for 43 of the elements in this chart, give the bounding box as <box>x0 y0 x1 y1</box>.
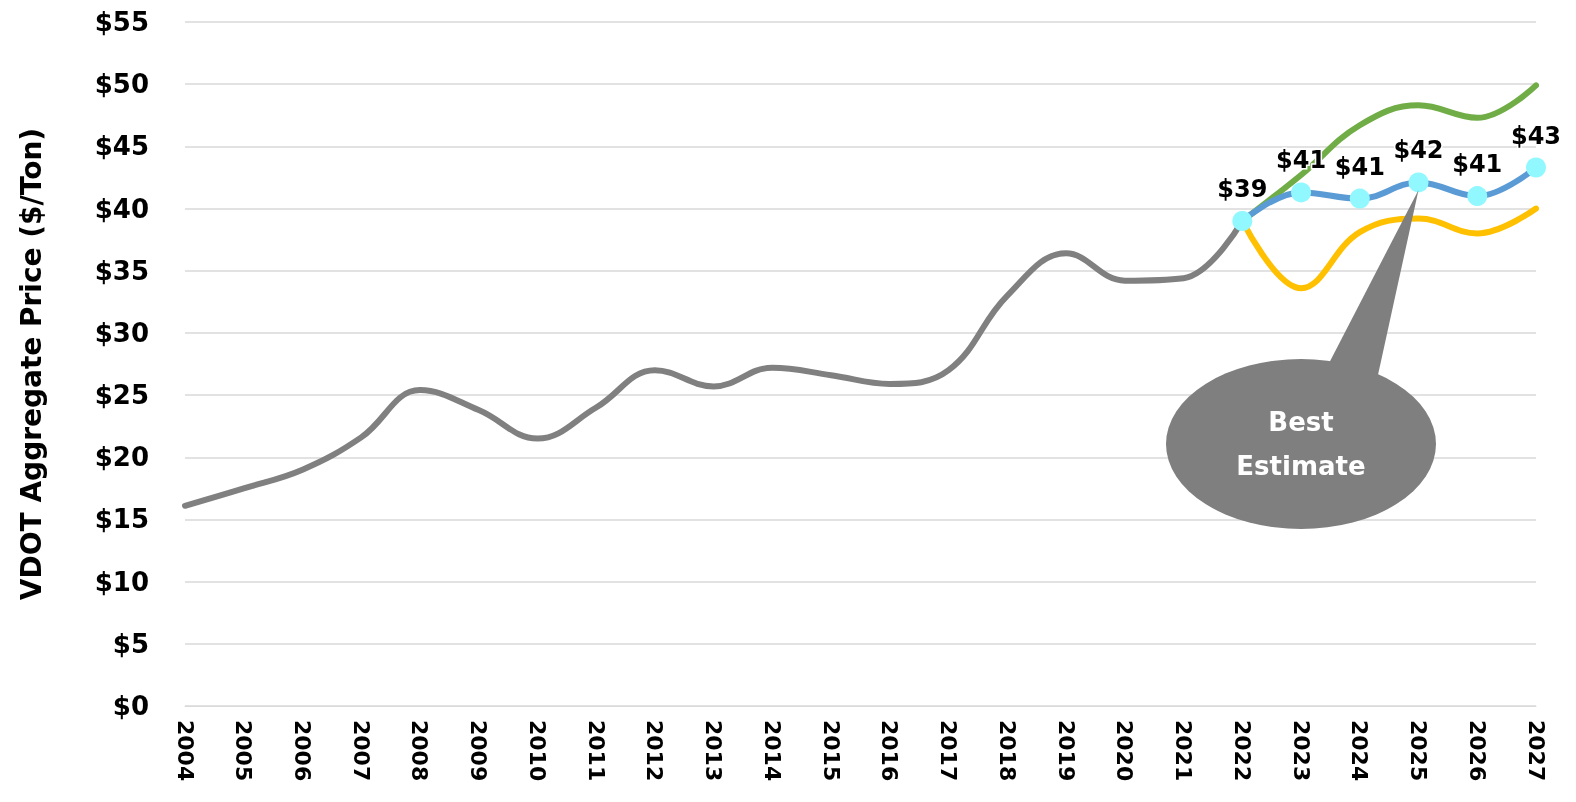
data-label: $41 <box>1334 152 1385 181</box>
x-tick-label: 2017 <box>936 720 962 782</box>
x-tick-label: 2015 <box>818 720 844 782</box>
y-tick-label: $15 <box>94 504 149 535</box>
y-tick-label: $40 <box>94 193 149 224</box>
x-tick-label: 2021 <box>1171 720 1197 782</box>
y-tick-label: $5 <box>112 628 149 659</box>
x-tick-label: 2008 <box>407 720 433 782</box>
x-tick-label: 2027 <box>1523 720 1549 782</box>
x-tick-label: 2011 <box>583 720 609 782</box>
y-tick-label: $35 <box>94 255 149 286</box>
x-tick-label: 2007 <box>348 720 374 782</box>
data-label: $41 <box>1452 150 1503 179</box>
y-tick-label: $25 <box>94 380 149 411</box>
y-tick-label: $0 <box>112 691 149 721</box>
data-label: $42 <box>1393 136 1444 165</box>
x-tick-label: 2025 <box>1406 720 1432 782</box>
y-tick-label: $50 <box>94 69 149 100</box>
x-tick-label: 2023 <box>1288 720 1314 782</box>
x-tick-label: 2005 <box>231 720 257 782</box>
x-tick-label: 2020 <box>1112 720 1138 782</box>
x-tick-label: 2026 <box>1464 720 1490 782</box>
x-tick-label: 2022 <box>1229 720 1255 782</box>
y-tick-label: $30 <box>94 317 149 348</box>
x-tick-label: 2004 <box>172 720 198 782</box>
x-tick-label: 2010 <box>524 720 550 782</box>
data-label: $43 <box>1510 121 1562 150</box>
y-tick-label: $45 <box>94 131 149 162</box>
x-tick-label: 2012 <box>642 720 668 782</box>
annotation: Best Estimate <box>1235 406 1367 483</box>
x-tick-label: 2014 <box>759 720 785 782</box>
data-label: $39 <box>1217 174 1268 203</box>
x-tick-label: 2016 <box>877 720 903 782</box>
y-axis-title: VDOT Aggregate Price ($/Ton) <box>14 127 48 601</box>
y-tick-label: $55 <box>94 7 149 37</box>
x-tick-label: 2024 <box>1347 720 1373 782</box>
y-tick-label: $20 <box>94 442 149 473</box>
y-tick-label: $10 <box>94 566 149 597</box>
x-tick-label: 2019 <box>1053 720 1079 782</box>
x-tick-label: 2013 <box>701 720 727 782</box>
x-tick-label: 2006 <box>289 720 315 782</box>
x-tick-label: 2009 <box>466 720 492 782</box>
x-tick-label: 2018 <box>994 720 1020 782</box>
